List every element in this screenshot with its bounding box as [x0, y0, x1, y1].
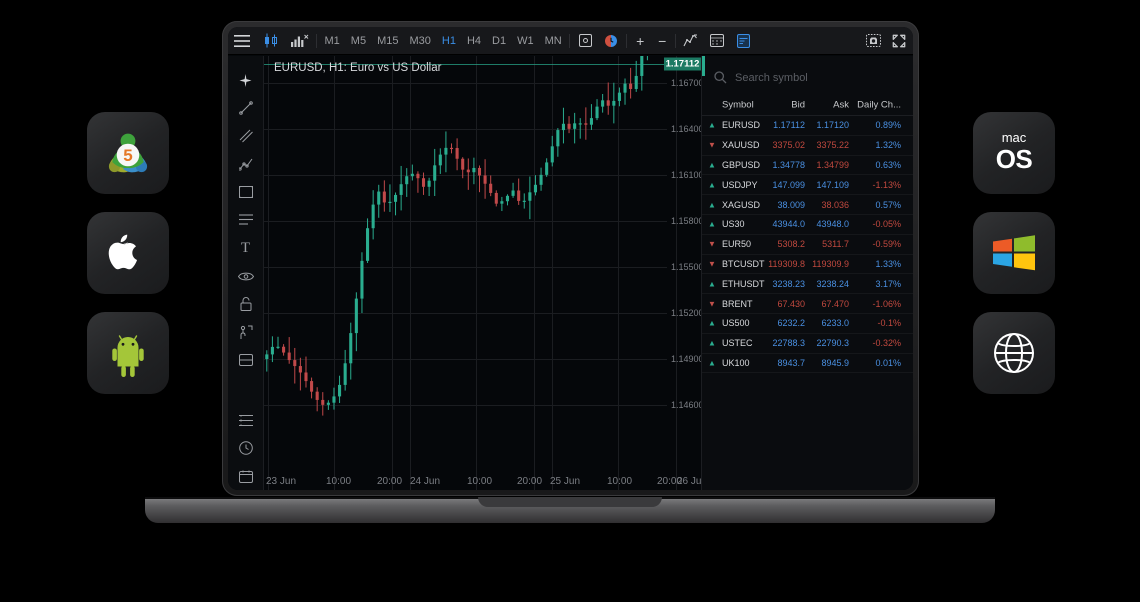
svg-text:5: 5: [123, 146, 132, 165]
